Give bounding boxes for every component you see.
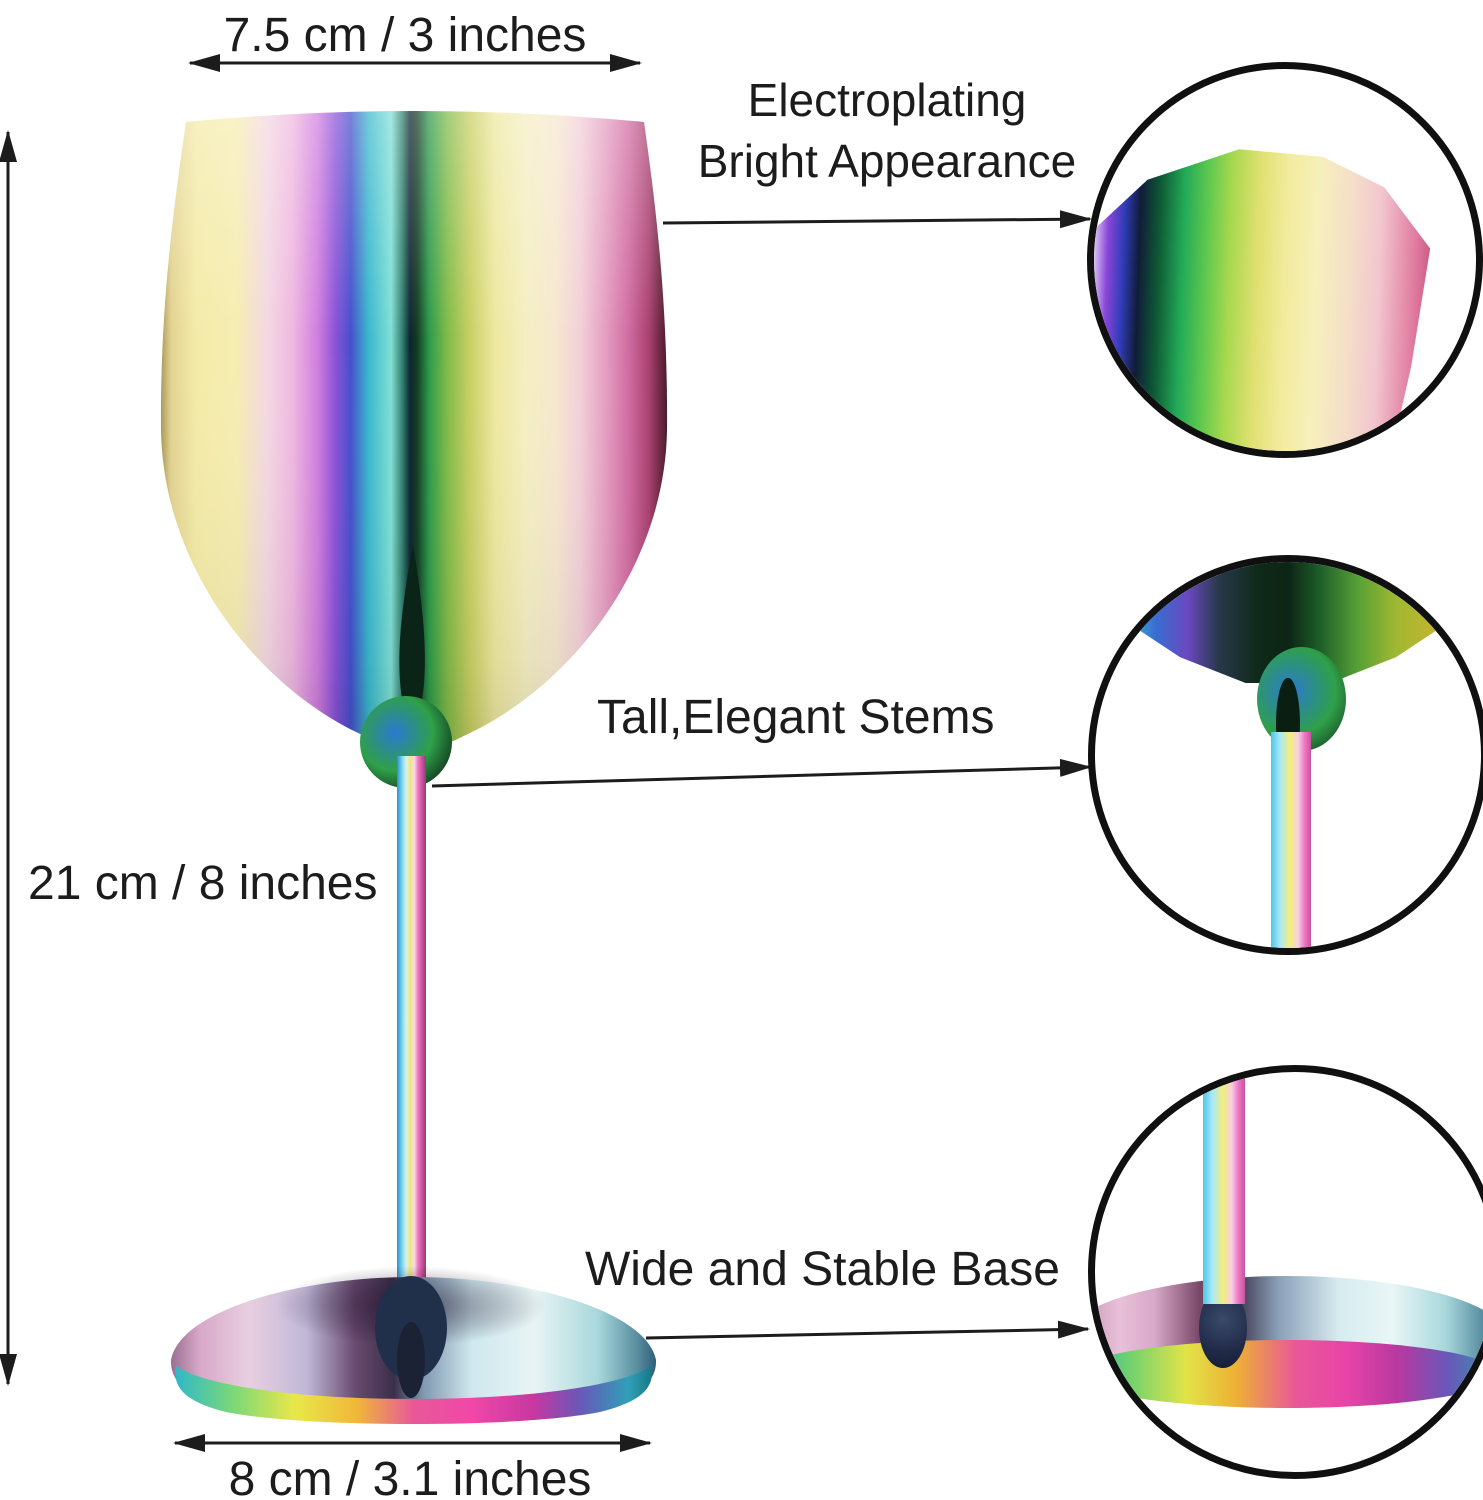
foot-stem-drop: [397, 1322, 425, 1398]
glass-bowl-sheen: [160, 111, 668, 757]
bowl-surface-detail: [1094, 149, 1431, 451]
stem-detail: [1270, 731, 1312, 948]
height-label: 21 cm / 8 inches: [28, 857, 378, 910]
stem-junction-ball: [360, 696, 452, 788]
base-width-label: 8 cm / 3.1 inches: [228, 1453, 592, 1500]
stem-callout-arrow: [431, 758, 1092, 788]
finish-callout-arrow: [662, 210, 1092, 229]
wine-glass: [160, 111, 668, 1424]
finish-callout-line1: Electroplating: [747, 74, 1027, 126]
stem-callout-label: Tall,Elegant Stems: [597, 691, 995, 744]
detail-inset-stem: [1088, 555, 1483, 955]
base-callout-label: Wide and Stable Base: [585, 1243, 1060, 1296]
base-callout-arrow: [645, 1320, 1090, 1340]
bowl-dark-teardrop: [399, 545, 425, 738]
detail-inset-finish: [1087, 62, 1483, 458]
glass-foot-ring: [175, 1366, 652, 1424]
detail-inset-base: [1088, 1065, 1483, 1479]
base-stem-detail: [1203, 1072, 1245, 1304]
glass-stem: [397, 756, 426, 1296]
finish-callout-line2: Bright Appearance: [697, 134, 1077, 187]
rim-width-label: 7.5 cm / 3 inches: [223, 9, 587, 62]
base-ring-detail: [1095, 1340, 1483, 1408]
finish-callout-label: Electroplating Bright Appearance: [652, 70, 1122, 191]
